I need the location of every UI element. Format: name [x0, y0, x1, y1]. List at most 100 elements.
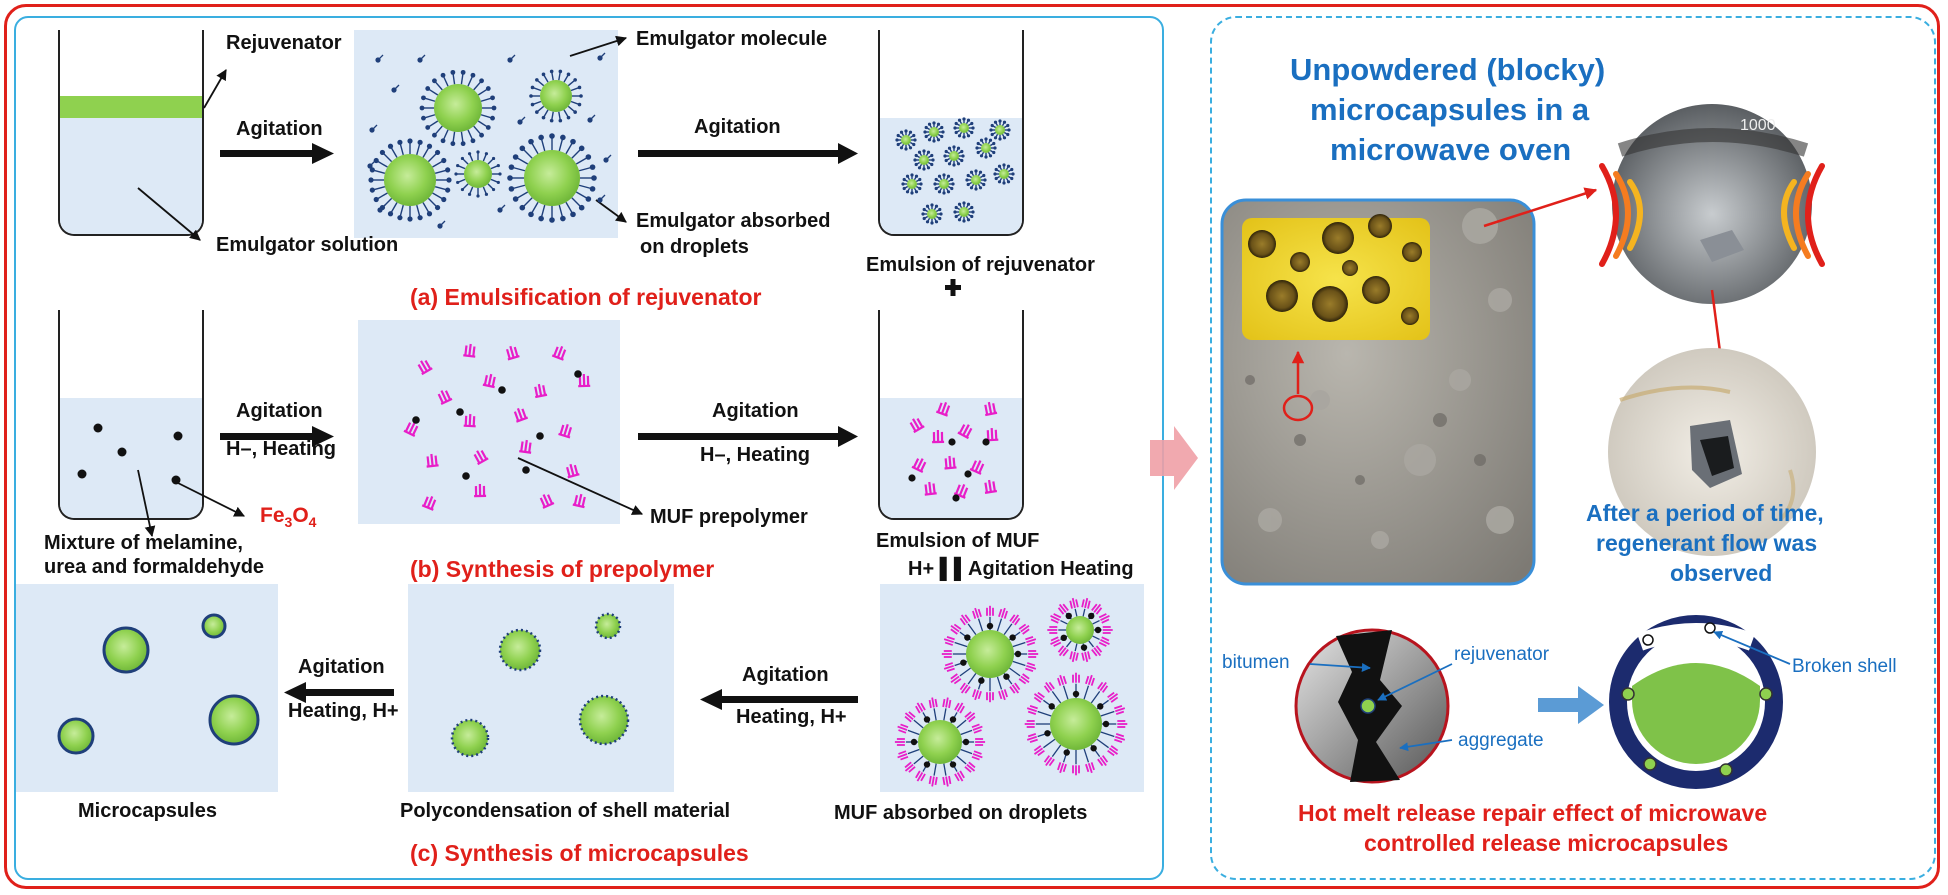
prepolymer-symbol: [505, 345, 520, 361]
label-h-heating-b2: H–, Heating: [700, 444, 811, 466]
beaker-mixture: [58, 310, 204, 520]
label-aggregate: aggregate: [1458, 730, 1544, 751]
process-arrows: [220, 143, 961, 710]
label-rejuvenator-right: rejuvenator: [1454, 644, 1550, 665]
right-title-3: microwave oven: [1330, 132, 1572, 167]
label-bitumen: bitumen: [1222, 652, 1290, 673]
label-emulgator-absorbed-1: Emulgator absorbed: [636, 210, 831, 232]
leader-arrows: [137, 35, 643, 538]
emulsified-droplet: [901, 173, 923, 195]
prepolymer-symbol: [984, 401, 998, 417]
right-title-2: microcapsules in a: [1310, 92, 1590, 127]
emulsified-droplet: [993, 163, 1015, 185]
capsule-image: [1312, 286, 1348, 322]
prepolymer-symbol: [909, 417, 925, 434]
prepolymer-symbol: [969, 460, 985, 475]
emulsified-droplet: [454, 150, 502, 198]
label-agitation-b1: Agitation: [236, 400, 323, 422]
microcapsule: [102, 626, 150, 674]
capsule-image: [1402, 242, 1422, 262]
right-period-2: regenerant flow was: [1596, 530, 1818, 556]
prepolymer-symbol: [437, 390, 453, 405]
prepolymer-symbol: [924, 481, 937, 496]
label-emulgator-absorbed-2: on droplets: [640, 236, 749, 258]
prepolymer-symbol: [417, 359, 433, 376]
right-repair-1: Hot melt release repair effect of microw…: [1298, 800, 1768, 826]
bitumen-diagram: [1294, 628, 1453, 784]
label-agitation-c2: Agitation: [742, 664, 829, 686]
label-emulsion-rejuvenator: Emulsion of rejuvenator: [866, 254, 1095, 276]
capsule-image: [1248, 230, 1276, 258]
prepolymer-symbol: [578, 373, 591, 388]
prepolymer-symbol: [944, 455, 957, 470]
label-microcapsules: Microcapsules: [78, 800, 217, 822]
shell-droplet: [498, 628, 542, 672]
prepolymer-symbol: [566, 463, 580, 479]
muf-droplet: [941, 605, 1039, 703]
shell-droplet: [594, 612, 622, 640]
transition-arrow: [1150, 426, 1198, 490]
label-emulgator-solution: Emulgator solution: [216, 234, 399, 256]
microcapsule: [57, 717, 95, 755]
emulsified-droplet: [923, 121, 945, 143]
prepolymer-symbol: [463, 343, 476, 358]
capsule-image: [1342, 260, 1358, 276]
emulgator-molecule: [587, 114, 596, 123]
prepolymer-symbol: [513, 407, 529, 423]
prepolymer-symbol: [473, 450, 489, 466]
prepolymer-symbol: [935, 401, 951, 417]
label-heating-c2: Heating, H+: [736, 706, 847, 728]
powder-photo: [1220, 187, 1598, 586]
prepolymer-symbol: [932, 429, 945, 444]
label-heating-c1: Heating, H+: [288, 700, 399, 722]
emulsified-droplet: [895, 129, 917, 151]
prepolymer-symbol: [539, 494, 555, 509]
prepolymer-symbol: [421, 496, 437, 511]
emulsified-droplet: [913, 149, 935, 171]
label-mixture-2: urea and formaldehyde: [44, 556, 265, 578]
microwave-photo: 1000: [1599, 104, 1825, 400]
microcapsule: [201, 613, 227, 639]
capsule-image: [1290, 252, 1310, 272]
emulsified-droplet: [953, 201, 975, 223]
microcapsule: [208, 694, 260, 746]
emulsified-droplet: [419, 69, 497, 147]
microcapsules-panel: [16, 584, 278, 792]
muf-prepolymer-symbols: [403, 343, 999, 511]
prepolymer-symbol: [558, 423, 573, 439]
prepolymer-symbol: [957, 424, 973, 440]
label-h-heating-b1: H–, Heating: [226, 438, 337, 460]
emulsified-droplet: [507, 133, 597, 223]
label-fe3o4: Fe3O4: [260, 504, 317, 531]
label-muf-prepolymer: MUF prepolymer: [650, 506, 808, 528]
label-agitation-a2: Agitation: [694, 116, 781, 138]
broken-shell-capsule: [1609, 615, 1791, 789]
emulgator-molecule: [603, 154, 612, 163]
emulsified-droplet: [965, 169, 987, 191]
emulgator-molecule: [369, 124, 378, 133]
emulsified-droplet: [933, 173, 955, 195]
prepolymer-symbol: [953, 484, 969, 499]
emulsified-droplet: [368, 138, 452, 222]
emulgator-molecule: [375, 54, 384, 63]
outer-frame: [4, 4, 1940, 889]
capsule-image: [1362, 276, 1390, 304]
prepolymer-symbol: [551, 346, 567, 361]
prepolymer-symbol: [911, 458, 927, 474]
prepolymer-symbol: [426, 453, 439, 468]
microwave-panel: [1210, 16, 1936, 880]
emulsified-droplet: [943, 145, 965, 167]
regenerant-photo: [1608, 348, 1816, 556]
emulsified-droplet: [989, 119, 1011, 141]
capsule-image: [1322, 222, 1354, 254]
label-emulgator-molecule: Emulgator molecule: [636, 28, 828, 50]
muf-droplet: [1024, 672, 1128, 776]
droplet-graphics: [57, 52, 1128, 787]
label-polycondensation: Polycondensation of shell material: [400, 800, 731, 822]
muf-droplet: [1047, 597, 1113, 663]
emulgator-molecule: [507, 54, 516, 63]
prepolymer-symbol: [984, 479, 998, 494]
emulgator-molecule: [597, 52, 606, 61]
